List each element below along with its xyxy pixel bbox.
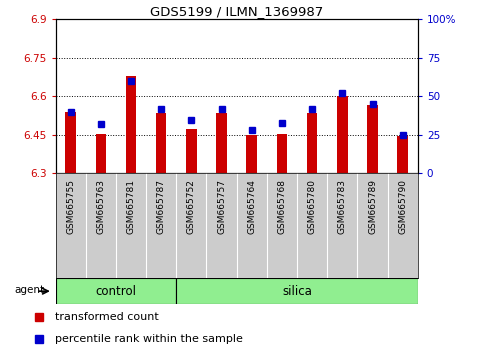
Text: GSM665764: GSM665764 [247, 179, 256, 234]
Text: control: control [96, 285, 136, 298]
Text: GSM665757: GSM665757 [217, 179, 226, 234]
Text: silica: silica [282, 285, 312, 298]
Text: GSM665783: GSM665783 [338, 179, 347, 234]
Text: percentile rank within the sample: percentile rank within the sample [55, 334, 242, 344]
Text: GSM665790: GSM665790 [398, 179, 407, 234]
Bar [65, 112, 76, 173]
Text: GSM665755: GSM665755 [66, 179, 75, 234]
Bar [96, 134, 106, 173]
Text: GSM665780: GSM665780 [308, 179, 317, 234]
Bar [176, 278, 418, 304]
Bar [156, 113, 167, 173]
Text: agent: agent [14, 285, 44, 295]
Bar [337, 97, 348, 173]
Text: GSM665752: GSM665752 [187, 179, 196, 234]
Bar [56, 278, 176, 304]
Text: GSM665763: GSM665763 [96, 179, 105, 234]
Text: GSM665781: GSM665781 [127, 179, 136, 234]
Text: GSM665789: GSM665789 [368, 179, 377, 234]
Bar [277, 134, 287, 173]
Bar [398, 136, 408, 173]
Text: transformed count: transformed count [55, 312, 158, 322]
Title: GDS5199 / ILMN_1369987: GDS5199 / ILMN_1369987 [150, 5, 323, 18]
Bar [126, 76, 136, 173]
Text: GSM665787: GSM665787 [156, 179, 166, 234]
Bar [367, 105, 378, 173]
Bar [246, 135, 257, 173]
Bar [307, 113, 317, 173]
Text: GSM665768: GSM665768 [277, 179, 286, 234]
Bar [186, 129, 197, 173]
Bar [216, 113, 227, 173]
